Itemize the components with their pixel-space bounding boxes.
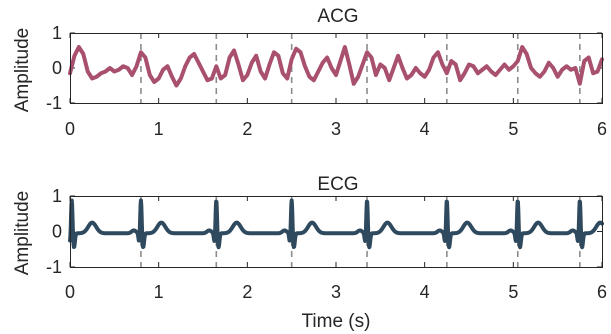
ecg-y-axis-label: Amplitude xyxy=(12,191,33,276)
acg-panel: ACG Amplitude 0 1 2 3 4 5 610-1 xyxy=(12,6,607,139)
y-tick-label: -1 xyxy=(46,93,62,113)
ecg-ticks: 0 1 2 3 4 5 610-1 xyxy=(46,186,607,302)
acg-ticks: 0 1 2 3 4 5 610-1 xyxy=(46,23,607,139)
x-tick-label: 1 xyxy=(154,282,164,302)
ecg-series-line xyxy=(68,198,604,250)
x-tick-label: 0 xyxy=(65,119,75,139)
x-tick-label: 5 xyxy=(508,119,518,139)
y-tick-label: 0 xyxy=(52,58,62,78)
y-tick-label: -1 xyxy=(46,257,62,277)
x-tick-label: 3 xyxy=(331,282,341,302)
ecg-panel: ECG Amplitude 0 1 2 3 4 5 610-1 Time (s) xyxy=(12,174,607,332)
y-tick-label: 0 xyxy=(52,222,62,242)
x-tick-label: 2 xyxy=(242,119,252,139)
acg-title: ACG xyxy=(317,6,358,27)
x-tick-label: 4 xyxy=(420,282,430,302)
x-tick-label: 2 xyxy=(242,282,252,302)
x-tick-label: 4 xyxy=(420,119,430,139)
y-tick-label: 1 xyxy=(52,23,62,43)
acg-series-line xyxy=(68,45,604,88)
x-tick-label: 6 xyxy=(597,282,607,302)
ecg-title: ECG xyxy=(317,174,358,195)
y-tick-label: 1 xyxy=(52,186,62,206)
ecg-plot-frame xyxy=(70,196,603,268)
x-tick-label: 0 xyxy=(65,282,75,302)
x-tick-label: 5 xyxy=(508,282,518,302)
x-tick-label: 3 xyxy=(331,119,341,139)
x-tick-label: 6 xyxy=(597,119,607,139)
x-axis-label: Time (s) xyxy=(302,311,371,332)
acg-plot-frame xyxy=(70,33,603,104)
acg-y-axis-label: Amplitude xyxy=(12,28,33,113)
x-tick-label: 1 xyxy=(154,119,164,139)
